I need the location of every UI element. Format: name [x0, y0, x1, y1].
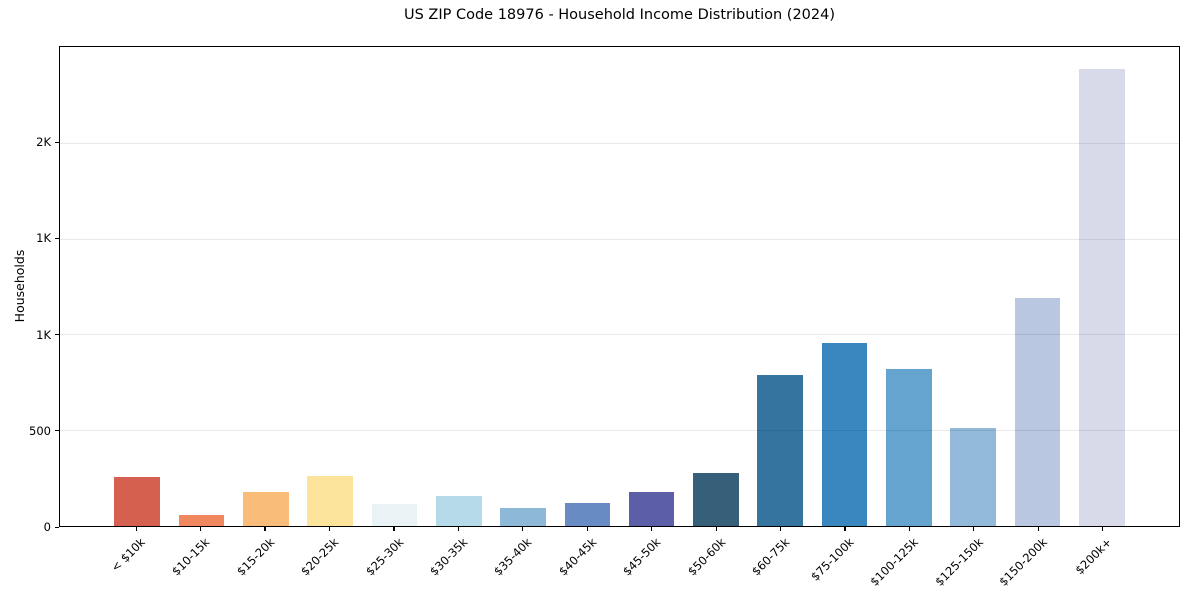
bar-$50-60k	[693, 472, 739, 526]
plot-area	[59, 46, 1180, 527]
x-tick-mark	[1102, 527, 1104, 531]
bar-$100-125k	[886, 368, 932, 526]
bar-slot	[491, 47, 555, 526]
bar-slot	[234, 47, 298, 526]
y-axis-label: Households	[12, 249, 27, 323]
y-tick-label: 2K	[36, 135, 51, 150]
x-tick-mark	[522, 527, 524, 531]
bar-slot	[941, 47, 1005, 526]
x-tick-label: < $10k	[108, 535, 149, 575]
x-tick-mark	[135, 527, 137, 531]
bar-slot	[362, 47, 426, 526]
bar-slot	[620, 47, 684, 526]
x-tick-label: $100-125k	[867, 535, 922, 589]
x-tick-label: $35-40k	[491, 535, 535, 579]
y-tick-label: 0	[43, 520, 51, 534]
x-tick-label: $75-100k	[808, 535, 857, 584]
bar-slot	[169, 47, 233, 526]
bar-$75-100k	[821, 343, 868, 526]
x-tick-mark	[1037, 527, 1039, 531]
x-tick-mark	[393, 527, 395, 531]
bar-slot	[748, 47, 812, 526]
x-tick-mark	[457, 527, 459, 531]
x-tick-label: $125-150k	[932, 535, 986, 589]
x-tick-label: $15-20k	[233, 535, 277, 579]
x-tick-label: $40-45k	[555, 535, 600, 579]
x-tick-mark	[973, 527, 975, 531]
bar-slot	[1005, 47, 1069, 526]
x-tick-label: $60-75k	[749, 535, 793, 579]
bar-slot	[1070, 47, 1134, 526]
x-tick-label: $30-35k	[426, 535, 471, 579]
x-tick-mark	[779, 527, 782, 531]
x-tick-mark	[328, 527, 331, 531]
x-tick-label: $10-15k	[169, 535, 213, 579]
bar-$40-45k	[564, 503, 611, 526]
bar-$45-50k	[628, 491, 675, 526]
x-tick-mark	[844, 527, 846, 531]
bar-$35-40k	[500, 508, 546, 526]
bar-< $10k	[114, 477, 160, 526]
x-tick-mark	[200, 527, 202, 531]
x-tick-label: $200k+	[1072, 535, 1115, 578]
bar-slot	[555, 47, 619, 526]
bar-slot	[877, 47, 941, 526]
bar-slot	[298, 47, 362, 526]
bar-slot	[684, 47, 748, 526]
x-tick-mark	[586, 527, 588, 531]
x-tick-label: $25-30k	[362, 535, 406, 579]
bar-$20-25k	[307, 476, 353, 526]
bar-$15-20k	[242, 492, 289, 526]
y-tick-label: 1K	[36, 231, 51, 246]
x-tick-label: $20-25k	[298, 535, 342, 579]
y-tick-label: 500	[29, 423, 51, 438]
bar-$200k+	[1079, 69, 1125, 526]
bar-$25-30k	[371, 503, 418, 526]
x-tick-mark	[908, 527, 911, 531]
x-tick-label: $150-200k	[996, 535, 1051, 589]
bar-$10-15k	[178, 514, 225, 526]
x-tick-label: $50-60k	[684, 535, 729, 579]
bar-$125-150k	[950, 428, 997, 526]
x-tick-mark	[264, 527, 266, 531]
chart-title: US ZIP Code 18976 - Household Income Dis…	[403, 7, 836, 23]
bar-slot	[105, 47, 169, 526]
x-tick-label: $45-50k	[620, 535, 664, 579]
bars-container	[105, 47, 1134, 526]
bar-$150-200k	[1014, 298, 1061, 526]
bar-slot	[427, 47, 491, 526]
y-tick-label: 1K	[36, 327, 51, 342]
bar-slot	[812, 47, 876, 526]
bar-$30-35k	[435, 495, 482, 526]
x-tick-mark	[715, 527, 717, 531]
x-tick-mark	[651, 527, 653, 531]
bar-$60-75k	[757, 374, 804, 526]
